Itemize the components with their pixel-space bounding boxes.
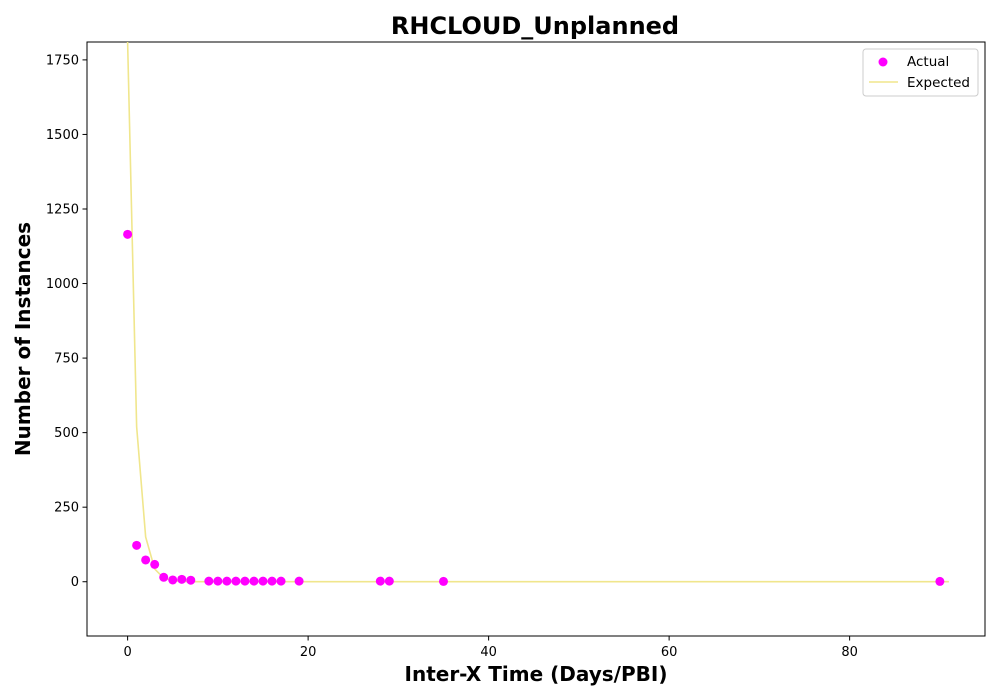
legend-actual-label: Actual (907, 54, 949, 70)
actual-data-point (935, 576, 945, 586)
actual-data-point (222, 576, 232, 586)
actual-data-point (141, 555, 151, 565)
legend: Actual Expected (862, 48, 979, 97)
x-axis-title: Inter-X Time (Days/PBI) (405, 662, 668, 686)
legend-actual-marker (878, 57, 888, 67)
chart-title: RHCLOUD_Unplanned (391, 12, 679, 40)
actual-data-point (375, 576, 385, 586)
y-tick-label: 1500 (46, 128, 79, 143)
x-axis: 0 20 40 60 80 (123, 636, 858, 660)
y-tick-label: 1750 (46, 53, 79, 68)
y-tick-label: 250 (54, 501, 79, 516)
x-tick-label: 40 (480, 645, 497, 660)
actual-data-point (438, 576, 448, 586)
plot-area (123, 41, 949, 586)
x-tick-label: 20 (300, 645, 317, 660)
actual-data-point (213, 576, 223, 586)
actual-data-point (123, 229, 133, 239)
legend-frame (862, 48, 979, 97)
y-tick-label: 750 (54, 352, 79, 367)
actual-data-point (204, 576, 214, 586)
actual-data-point (276, 576, 286, 586)
actual-data-point (177, 574, 187, 584)
actual-data-point (267, 576, 277, 586)
plot-frame (86, 41, 986, 637)
y-tick-label: 0 (71, 575, 79, 590)
actual-data-point (159, 572, 169, 582)
x-tick-label: 0 (123, 645, 131, 660)
actual-data-point (294, 576, 304, 586)
x-tick-label: 80 (841, 645, 858, 660)
actual-data-point (231, 576, 241, 586)
y-tick-label: 500 (54, 426, 79, 441)
legend-expected-label: Expected (907, 75, 970, 91)
y-tick-label: 1250 (46, 202, 79, 217)
actual-data-point (384, 576, 394, 586)
x-tick-label: 60 (661, 645, 678, 660)
y-tick-label: 1000 (46, 277, 79, 292)
actual-data-point (186, 575, 196, 585)
actual-data-point (258, 576, 268, 586)
y-axis-title: Number of Instances (11, 222, 35, 456)
actual-data-point (168, 575, 178, 585)
y-axis: 0 250 500 750 1000 1250 1500 1750 (46, 53, 87, 590)
actual-data-point (150, 559, 160, 569)
actual-data-point (132, 540, 142, 550)
actual-data-point (249, 576, 259, 586)
actual-data-point (240, 576, 250, 586)
